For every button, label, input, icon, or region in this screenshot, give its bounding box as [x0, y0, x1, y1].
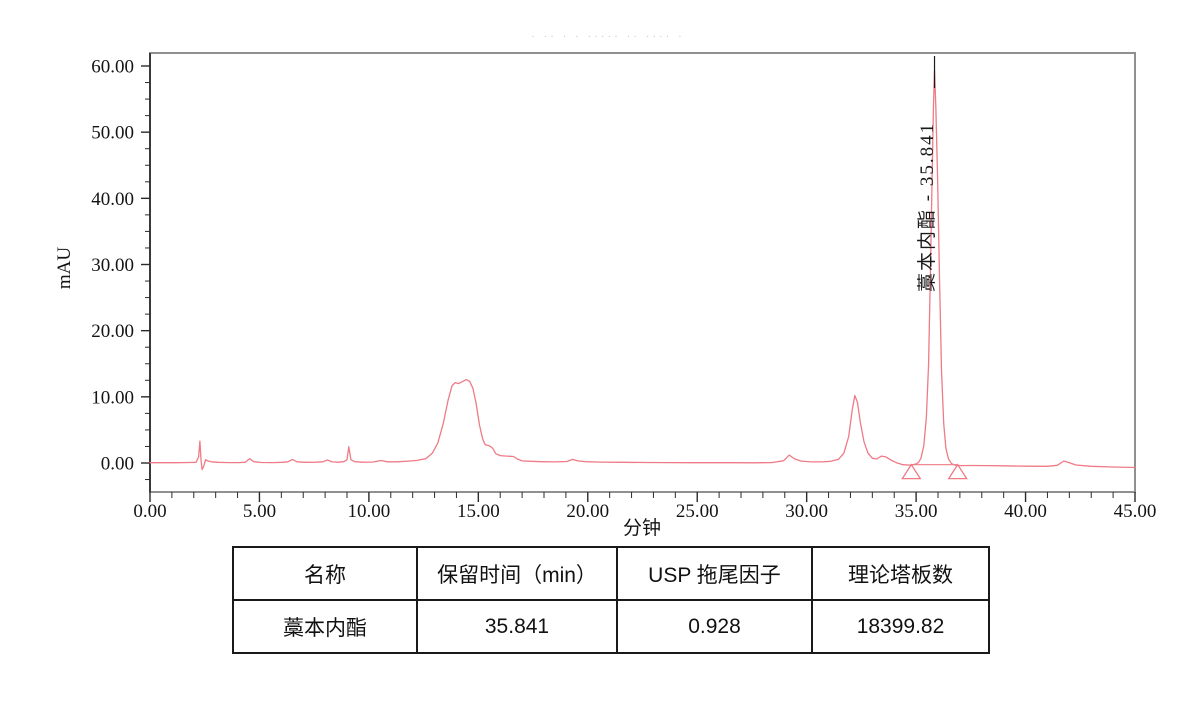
table-row: 藁本内酯 35.841 0.928 18399.82 [232, 599, 990, 654]
table-cell: 35.841 [416, 599, 618, 654]
x-axis-title: 分钟 [623, 517, 661, 539]
y-tick-label: 30.00 [91, 255, 134, 276]
y-tick-label: 20.00 [91, 321, 134, 342]
table-header-cell: 理论塔板数 [811, 546, 990, 601]
x-tick-label: 5.00 [243, 501, 276, 522]
y-tick-label: 60.00 [91, 57, 134, 78]
table-cell: 0.928 [616, 599, 813, 654]
table-cell: 藁本内酯 [232, 599, 418, 654]
x-tick-label: 10.00 [348, 501, 391, 522]
y-tick-label: 0.00 [101, 454, 134, 475]
faint-header-text: · ·· · · ····· ·· ···· · [531, 31, 685, 43]
table-header-cell: 名称 [232, 546, 418, 601]
table-header-cell: 保留时间（min） [416, 546, 618, 601]
table-cell: 18399.82 [811, 599, 990, 654]
integration-triangle-marker [947, 463, 968, 480]
integration-triangle-marker [901, 463, 922, 480]
x-tick-label: 40.00 [1004, 501, 1047, 522]
chart-generated-layer: 0.00 5.00 10.00 15.00 20.00 25.00 30.00 35.00 40… [91, 52, 1157, 522]
y-tick-label: 40.00 [91, 189, 134, 210]
table-header-cell: USP 拖尾因子 [616, 546, 813, 601]
y-tick-label: 10.00 [91, 387, 134, 408]
peak-label: 藁本内酯 - 35.841 [916, 122, 938, 292]
y-tick-label: 50.00 [91, 123, 134, 144]
x-tick-label: 20.00 [566, 501, 609, 522]
x-tick-label: 30.00 [785, 501, 828, 522]
table-header-row: 名称 保留时间（min） USP 拖尾因子 理论塔板数 [232, 546, 990, 601]
x-tick-label: 25.00 [676, 501, 719, 522]
x-tick-label: 0.00 [133, 501, 166, 522]
x-tick-label: 35.00 [895, 501, 938, 522]
chromatogram-chart: 0.00 5.00 10.00 15.00 20.00 25.00 30.00 35.00 40… [54, 31, 1157, 539]
x-tick-label: 45.00 [1114, 501, 1157, 522]
results-table: 名称 保留时间（min） USP 拖尾因子 理论塔板数 藁本内酯 35.841 0.928… [232, 546, 990, 654]
plot-frame [149, 52, 1136, 493]
y-axis-title: mAU [54, 247, 75, 290]
trace-line [149, 69, 1136, 471]
x-tick-label: 15.00 [457, 501, 500, 522]
results-table-body: 藁本内酯 35.841 0.928 18399.82 [232, 599, 990, 654]
results-table-head: 名称 保留时间（min） USP 拖尾因子 理论塔板数 [232, 546, 990, 601]
